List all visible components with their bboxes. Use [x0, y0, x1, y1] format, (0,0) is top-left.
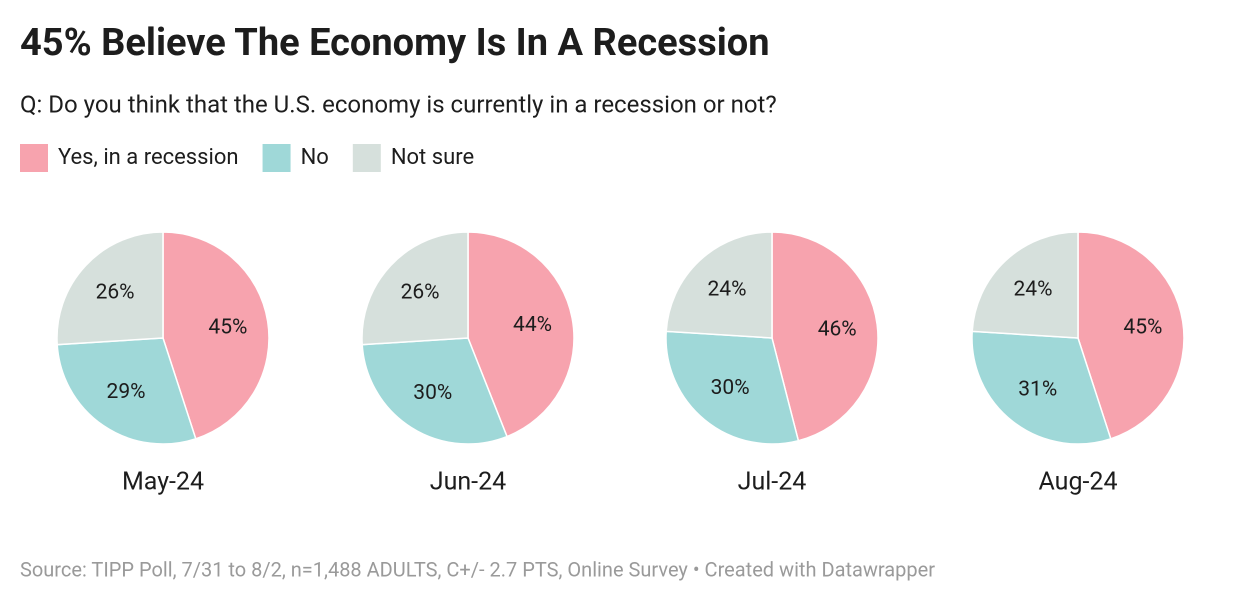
slice-label: 24%	[708, 278, 747, 302]
slice-label: 45%	[1123, 315, 1162, 339]
slice-label: 26%	[96, 281, 135, 305]
pie-slice	[467, 231, 575, 438]
pie-slice	[665, 330, 800, 445]
legend-swatch	[352, 144, 381, 172]
pie-title: May-24	[122, 468, 204, 497]
slice-label: 45%	[208, 315, 247, 339]
pie-slice	[1077, 231, 1185, 440]
pie-title: Aug-24	[1038, 468, 1117, 497]
legend-swatch	[20, 144, 48, 172]
pie-slice	[162, 231, 270, 440]
slice-label: 30%	[413, 381, 452, 405]
chart-subtitle: Q: Do you think that the U.S. economy is…	[20, 90, 777, 118]
pie-title: Jun-24	[430, 468, 506, 497]
legend-swatch	[262, 144, 291, 172]
source-note: Source: TIPP Poll, 7/31 to 8/2, n=1,488 …	[20, 557, 935, 581]
pie-slice	[361, 337, 508, 445]
slice-label: 29%	[107, 380, 146, 404]
pie-slice	[665, 231, 773, 339]
slice-label: 31%	[1018, 377, 1057, 401]
pie-slice	[361, 231, 469, 346]
slice-label: 24%	[1014, 278, 1053, 302]
legend-label: Not sure	[391, 145, 474, 170]
slice-label: 46%	[818, 317, 857, 341]
pie-slice	[56, 231, 164, 346]
slice-label: 26%	[401, 281, 440, 305]
pie-slice	[771, 231, 879, 442]
pie-slice	[971, 231, 1079, 339]
legend-label: Yes, in a recession	[58, 145, 239, 170]
slice-label: 30%	[711, 376, 750, 400]
chart-title: 45% Believe The Economy Is In A Recessio…	[20, 21, 770, 65]
slice-label: 44%	[513, 313, 552, 337]
pie-title: Jul-24	[738, 468, 807, 497]
legend-label: No	[301, 145, 329, 170]
pie-slice	[56, 337, 197, 445]
pie-slice	[971, 330, 1112, 445]
